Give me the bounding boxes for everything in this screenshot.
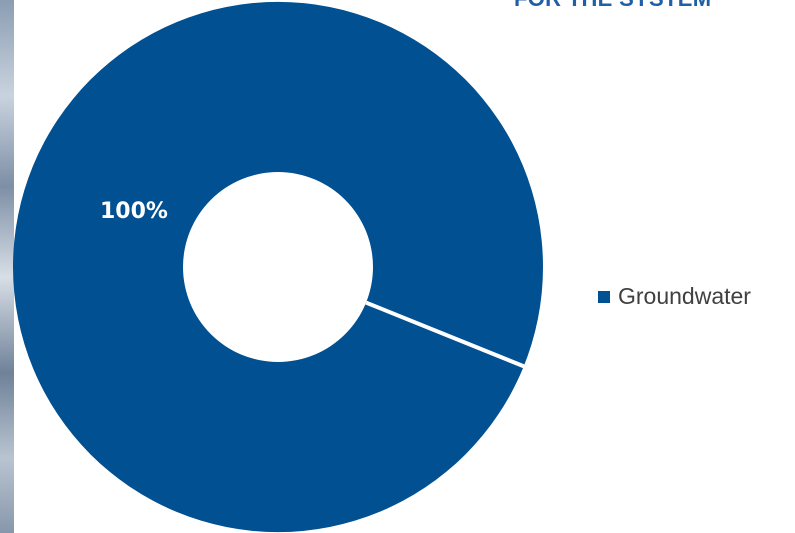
data-label-groundwater: 100%: [100, 199, 168, 224]
legend-label-groundwater: Groundwater: [618, 283, 751, 309]
legend: Groundwater: [598, 283, 751, 310]
background-photo-strip: [0, 0, 14, 533]
chart-title: FOR THE SYSTEM: [514, 0, 711, 12]
legend-swatch-groundwater: [598, 290, 610, 303]
slice-groundwater: [12, 1, 544, 533]
slice-separator: [365, 300, 527, 369]
